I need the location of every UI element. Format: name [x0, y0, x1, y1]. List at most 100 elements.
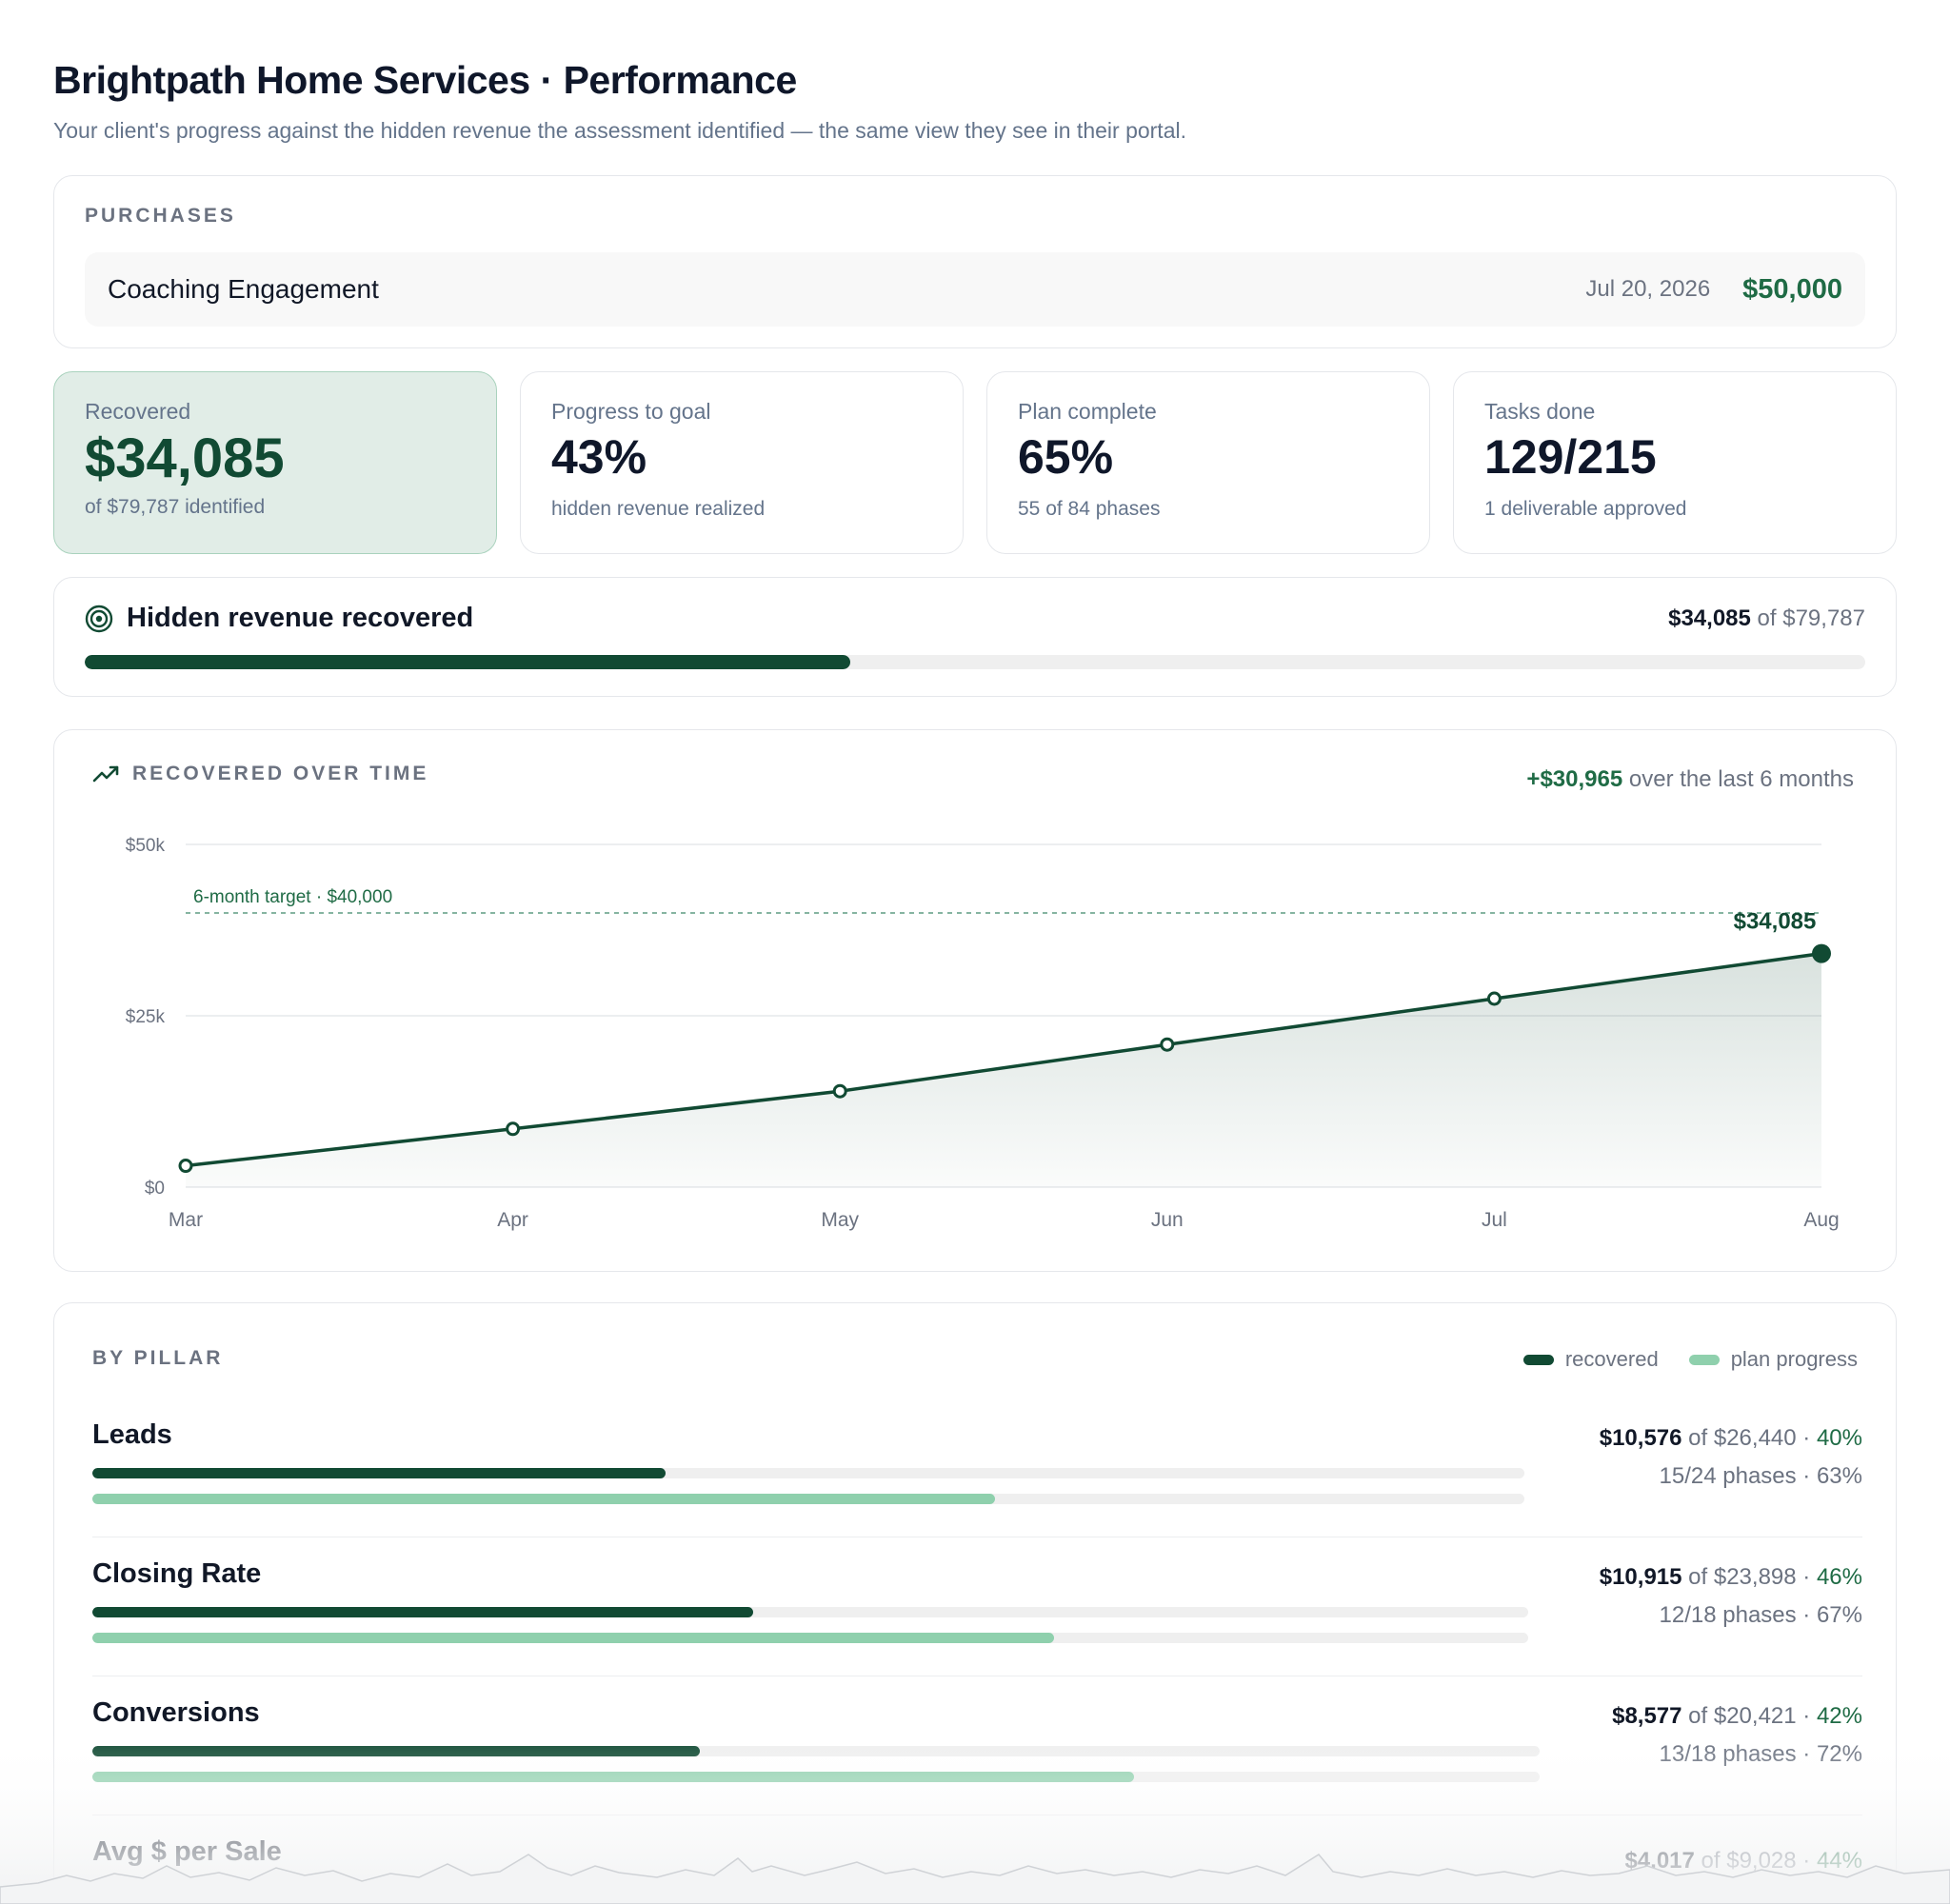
pillar-row-leads[interactable]: Leads $10,576 of $26,440 · 40% 15/24 pha… [92, 1398, 1862, 1537]
pillar-name: Leads [92, 1419, 172, 1450]
stat-label: Progress to goal [551, 399, 711, 424]
stat-progress-to-goal: Progress to goal 43% hidden revenue real… [520, 371, 964, 554]
x-tick-label: Aug [1803, 1209, 1839, 1231]
of-word: of [1701, 1848, 1721, 1874]
pillar-phases: 13/18 phases · 72% [1659, 1741, 1862, 1767]
pillar-recovered: $4,017 [1624, 1848, 1695, 1874]
trending-up-icon [92, 765, 119, 783]
purchases-label: PURCHASES [85, 205, 236, 227]
pillar-name: Conversions [92, 1697, 260, 1728]
pillar-recovered-summary: $10,576 of $26,440 · 40% [1599, 1425, 1862, 1451]
pillar-row-conversions[interactable]: Conversions $8,577 of $20,421 · 42% 13/1… [92, 1676, 1862, 1815]
pillar-plan-fill [92, 1494, 995, 1504]
performance-page: Brightpath Home Services · Performance Y… [53, 53, 1897, 1904]
recovered-over-time-label: RECOVERED OVER TIME [132, 763, 429, 784]
y-tick-label: $0 [145, 1179, 165, 1199]
of-word: of [1688, 1564, 1708, 1590]
stat-label: Recovered [85, 399, 191, 424]
legend-item-plan-progress: plan progress [1688, 1347, 1858, 1372]
target-label: 6-month target · $40,000 [193, 887, 392, 907]
legend-swatch [1522, 1354, 1554, 1365]
x-tick-label: Apr [497, 1209, 528, 1231]
data-point [832, 1083, 847, 1099]
page-subtitle: Your client's progress against the hidde… [53, 118, 1186, 143]
x-tick-label: Jul [1482, 1209, 1507, 1231]
stat-tasks-done: Tasks done 129/215 1 deliverable approve… [1453, 371, 1897, 554]
hidden-revenue-identified: $79,787 [1782, 605, 1865, 631]
stat-value: 43% [551, 430, 647, 484]
stat-label: Tasks done [1484, 399, 1596, 424]
purchase-item[interactable]: Coaching Engagement Jul 20, 2026 $50,000 [85, 252, 1865, 327]
page-title: Brightpath Home Services · Performance [53, 58, 797, 102]
stat-label: Plan complete [1018, 399, 1157, 424]
purchase-amount: $50,000 [1742, 273, 1842, 305]
by-pillar-label: BY PILLAR [92, 1347, 224, 1369]
pillar-recovered-fill [92, 1607, 753, 1617]
pillar-pct: 46% [1816, 1564, 1862, 1590]
pillar-name: Closing Rate [92, 1558, 262, 1589]
pillar-recovered-summary: $10,915 of $23,898 · 46% [1599, 1564, 1862, 1590]
pillar-identified: $9,028 [1726, 1848, 1797, 1874]
pillar-recovered-fill [92, 1468, 666, 1478]
data-point [1486, 991, 1502, 1006]
pillar-recovered-bar [92, 1468, 1524, 1478]
legend-item-recovered: recovered [1522, 1347, 1659, 1372]
by-pillar-card: BY PILLAR recovered plan progress Leads … [53, 1302, 1897, 1904]
hidden-revenue-card: Hidden revenue recovered $34,085 of $79,… [53, 577, 1897, 697]
legend-label: recovered [1564, 1347, 1659, 1371]
pillar-plan-fill [92, 1633, 1055, 1643]
data-point [1160, 1037, 1175, 1052]
pillar-row-avg-per-sale[interactable]: Avg $ per Sale $4,017 of $9,028 · 44% [92, 1815, 1862, 1904]
purchases-card: PURCHASES Coaching Engagement Jul 20, 20… [53, 175, 1897, 348]
stat-value: 129/215 [1484, 430, 1657, 484]
stat-value: $34,085 [85, 427, 285, 489]
x-tick-label: Mar [169, 1209, 203, 1231]
hidden-revenue-title: Hidden revenue recovered [127, 603, 474, 633]
hidden-revenue-amounts: $34,085 of $79,787 [1668, 605, 1865, 632]
x-tick-label: Jun [1151, 1209, 1184, 1231]
pillar-plan-bar [92, 1494, 1524, 1504]
pillar-plan-bar [92, 1772, 1540, 1782]
legend-swatch [1688, 1354, 1720, 1365]
recovered-delta: +$30,965 over the last 6 months [1526, 766, 1854, 793]
data-point-latest [1812, 943, 1831, 963]
pillar-pct: 42% [1816, 1703, 1862, 1729]
pillar-plan-bar [92, 1633, 1528, 1643]
x-tick-label: May [821, 1209, 859, 1231]
recovered-over-time-card: $0 $25k $50k 6-month target · $40,000 $34,08… [53, 729, 1897, 1272]
stat-sub: 55 of 84 phases [1018, 498, 1161, 520]
of-word: of [1688, 1703, 1708, 1729]
pillar-recovered: $8,577 [1612, 1703, 1682, 1729]
stat-recovered: Recovered $34,085 of $79,787 identified [53, 371, 497, 554]
delta-value: +$30,965 [1526, 766, 1623, 792]
stat-sub: 1 deliverable approved [1484, 498, 1687, 520]
target-icon [85, 605, 113, 632]
stat-cards: Recovered $34,085 of $79,787 identified … [53, 371, 1897, 554]
of-word: of [1688, 1425, 1708, 1451]
pillar-recovered: $10,576 [1599, 1425, 1682, 1451]
of-word: of [1757, 605, 1777, 631]
recovered-over-time-chart: $0 $25k $50k 6-month target · $40,000 $34,08… [126, 836, 1840, 1231]
stat-sub: of $79,787 identified [85, 496, 266, 518]
pillar-row-closing-rate[interactable]: Closing Rate $10,915 of $23,898 · 46% 12… [92, 1537, 1862, 1676]
series-area [186, 953, 1821, 1187]
series-line [185, 951, 1822, 1168]
stat-value: 65% [1018, 430, 1114, 484]
pillar-pct: 40% [1816, 1425, 1862, 1451]
stat-sub: hidden revenue realized [551, 498, 766, 520]
pillar-recovered-summary: $4,017 of $9,028 · 44% [1624, 1848, 1862, 1874]
pillar-pct: 44% [1816, 1848, 1862, 1874]
pillar-recovered-summary: $8,577 of $20,421 · 42% [1612, 1703, 1862, 1729]
hidden-revenue-progress-fill [85, 655, 851, 669]
stat-plan-complete: Plan complete 65% 55 of 84 phases [986, 371, 1430, 554]
data-point [178, 1159, 193, 1174]
data-point [506, 1121, 521, 1137]
purchase-name: Coaching Engagement [108, 274, 379, 304]
legend-label: plan progress [1730, 1347, 1858, 1371]
hidden-revenue-recovered: $34,085 [1668, 605, 1751, 631]
pillar-identified: $20,421 [1713, 1703, 1797, 1729]
pillar-identified: $23,898 [1713, 1564, 1797, 1590]
pillar-legend: recovered plan progress [1493, 1347, 1858, 1372]
y-tick-label: $25k [126, 1007, 166, 1027]
y-tick-label: $50k [126, 836, 166, 856]
